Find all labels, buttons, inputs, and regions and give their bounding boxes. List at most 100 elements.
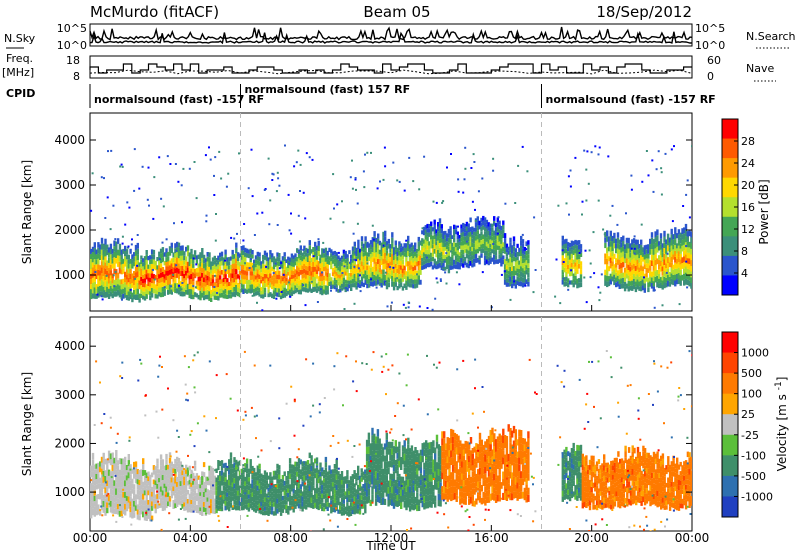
echo-cell — [118, 458, 122, 464]
echo-cell — [407, 251, 410, 257]
scatter-dot — [247, 187, 250, 190]
echo-cell — [192, 508, 195, 513]
echo-cell — [265, 256, 268, 262]
echo-cell — [324, 483, 328, 489]
echo-cell — [91, 262, 95, 268]
echo-cell — [170, 258, 173, 264]
echo-cell — [493, 254, 496, 260]
echo-cell — [310, 288, 313, 293]
echo-cell — [326, 263, 329, 269]
echo-cell — [138, 495, 141, 501]
echo-cell — [143, 296, 147, 301]
echo-cell — [438, 233, 442, 238]
echo-cell — [308, 250, 311, 256]
echo-cell — [294, 289, 297, 294]
echo-cell — [283, 287, 286, 292]
echo-cell — [326, 489, 329, 494]
scatter-dot — [517, 164, 520, 167]
echo-cell — [143, 475, 147, 481]
echo-cell — [238, 292, 242, 298]
echo-cell — [369, 272, 373, 277]
echo-cell — [385, 482, 388, 490]
scatter-dot — [661, 304, 664, 307]
echo-cell — [183, 260, 186, 265]
echo-cell — [140, 469, 143, 475]
echo-cell — [355, 477, 358, 482]
echo-cell — [186, 267, 190, 273]
echo-cell — [561, 265, 564, 270]
echo-cell — [142, 493, 145, 500]
echo-cell — [405, 467, 408, 474]
echo-cell — [647, 287, 650, 293]
echo-cell — [290, 473, 294, 478]
nsky-label: N.Sky — [4, 32, 36, 45]
echo-cell — [251, 501, 254, 506]
echo-cell — [253, 292, 256, 297]
echo-cell — [661, 252, 664, 258]
echo-cell — [650, 260, 654, 266]
scatter-dot — [165, 238, 168, 241]
echo-cell — [641, 252, 645, 257]
echo-cell — [387, 461, 390, 468]
echo-cell — [285, 274, 288, 278]
echo-cell — [116, 503, 120, 510]
scatter-dot — [342, 221, 345, 224]
echo-cell — [482, 215, 485, 221]
scatter-dot — [352, 232, 355, 235]
echo-cell — [199, 476, 202, 481]
scatter-dot — [287, 281, 290, 284]
echo-cell — [620, 262, 623, 268]
echo-cell — [328, 470, 331, 475]
echo-cell — [242, 279, 245, 285]
echo-cell — [172, 477, 175, 482]
echo-cell — [93, 276, 96, 282]
echo-cell — [192, 488, 195, 493]
echo-cell — [93, 242, 96, 248]
echo-cell — [150, 491, 154, 497]
echo-cell — [283, 485, 286, 491]
echo-cell — [253, 467, 256, 473]
scatter-dot — [271, 172, 274, 175]
echo-cell — [288, 277, 292, 282]
echo-cell — [265, 274, 268, 279]
echo-cell — [572, 245, 575, 251]
echo-cell — [362, 243, 365, 248]
echo-cell — [174, 468, 177, 474]
echo-cell — [269, 264, 272, 269]
echo-cell — [401, 268, 405, 273]
echo-cell — [179, 255, 182, 261]
echo-cell — [389, 244, 392, 249]
colorbar-tick-label: 28 — [741, 135, 755, 148]
echo-cell — [122, 508, 125, 515]
echo-cell — [683, 227, 686, 234]
echo-cell — [658, 245, 661, 251]
echo-cell — [403, 252, 406, 257]
colorbar-swatch — [722, 236, 738, 257]
echo-cell — [287, 510, 290, 515]
echo-cell — [362, 256, 365, 261]
echo-cell — [170, 247, 173, 254]
echo-cell — [136, 260, 139, 266]
echo-cell — [623, 249, 627, 254]
echo-cell — [226, 479, 229, 484]
echo-cell — [357, 499, 360, 505]
echo-cell — [458, 262, 461, 266]
echo-cell — [247, 472, 251, 478]
echo-cell — [115, 450, 118, 457]
echo-cell — [210, 261, 213, 266]
echo-cell — [204, 484, 208, 489]
scatter-dot — [192, 257, 195, 260]
echo-cell — [512, 271, 516, 276]
echo-cell — [462, 245, 465, 250]
echo-cell — [358, 502, 362, 507]
echo-cell — [106, 485, 109, 492]
echo-cell — [675, 279, 679, 285]
echo-cell — [136, 277, 139, 283]
echo-cell — [306, 283, 310, 289]
echo-cell — [186, 503, 190, 508]
echo-cell — [276, 468, 279, 474]
echo-cell — [627, 275, 630, 281]
echo-cell — [211, 481, 215, 487]
scatter-dot — [436, 281, 439, 284]
echo-cell — [444, 230, 447, 235]
